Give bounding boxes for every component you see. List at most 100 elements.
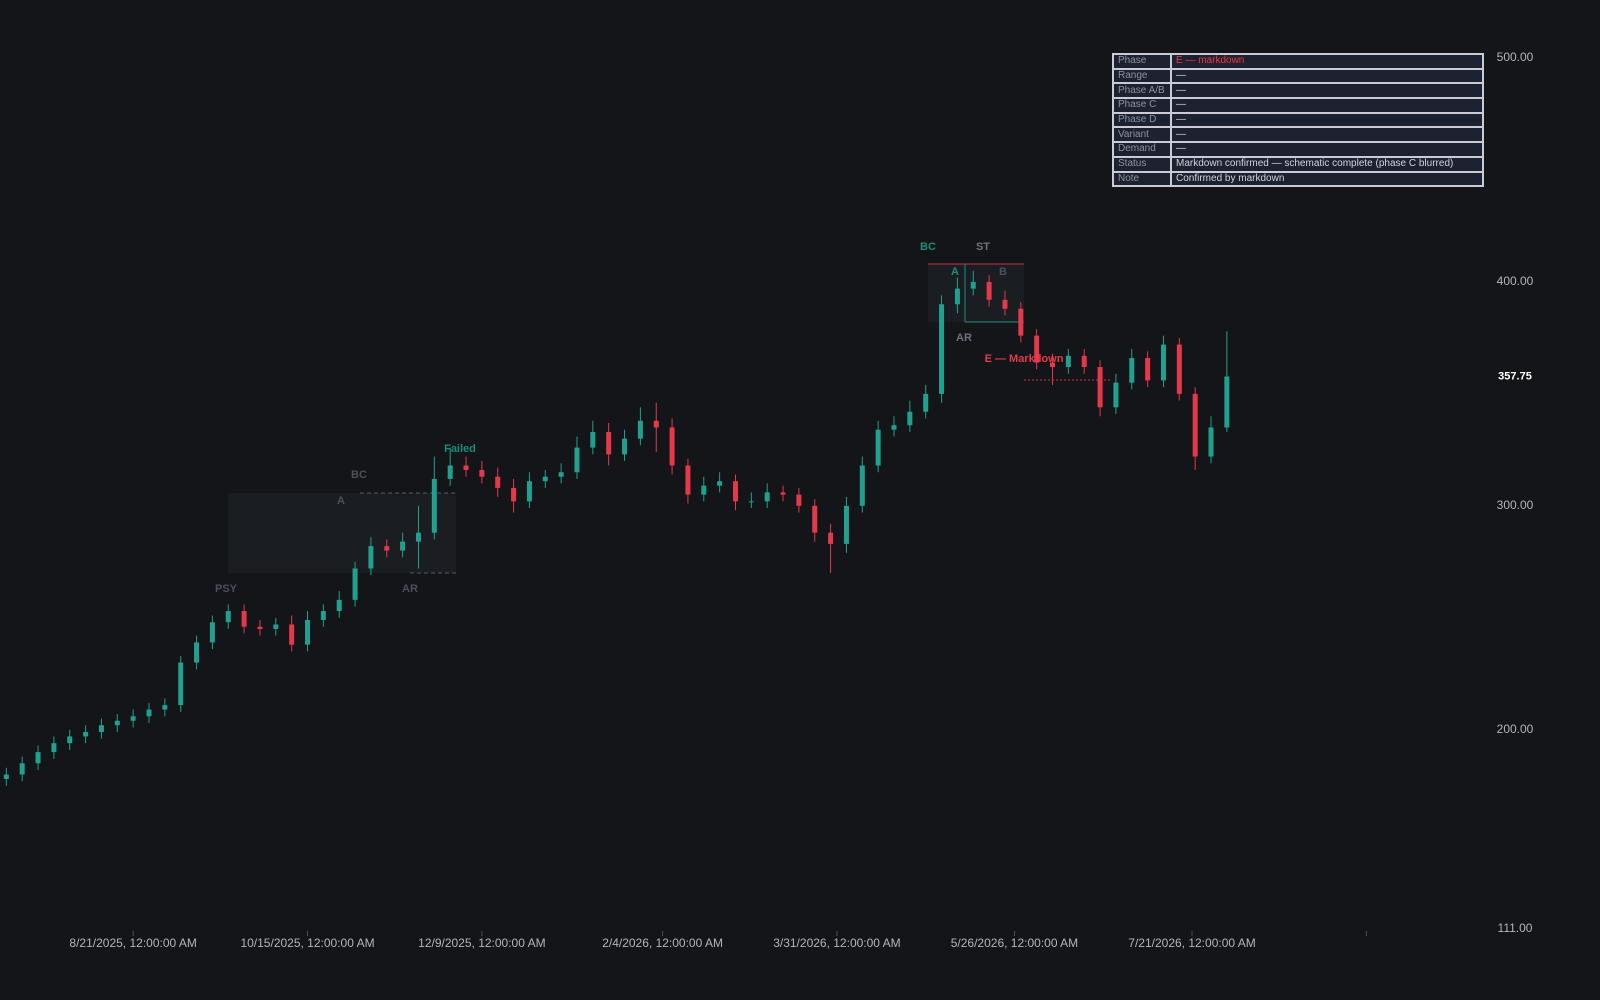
annotation: B bbox=[999, 266, 1007, 278]
panel-value: — bbox=[1170, 97, 1484, 114]
x-tick-label: 7/21/2026, 12:00:00 AM bbox=[1128, 936, 1255, 950]
candle-body bbox=[907, 411, 913, 426]
candle-body bbox=[859, 465, 865, 506]
candle-body bbox=[891, 425, 897, 430]
panel-value: E — markdown bbox=[1170, 53, 1484, 70]
candle-body bbox=[1160, 344, 1166, 381]
panel-key: Variant bbox=[1112, 126, 1172, 144]
panel-key: Range bbox=[1112, 67, 1172, 85]
candle-body bbox=[98, 725, 104, 732]
annotation: PSY bbox=[215, 583, 238, 595]
panel-key: Note bbox=[1112, 170, 1172, 188]
candle-body bbox=[495, 476, 501, 488]
candle-body bbox=[289, 624, 295, 645]
candle-body bbox=[986, 281, 992, 300]
x-tick-label: 2/4/2026, 12:00:00 AM bbox=[602, 936, 723, 950]
candle-body bbox=[1050, 362, 1056, 367]
candle-body bbox=[732, 481, 738, 502]
candle-body bbox=[526, 481, 532, 502]
annotation: BC bbox=[351, 469, 367, 481]
candle-body bbox=[1002, 299, 1008, 309]
panel-key: Status bbox=[1112, 155, 1172, 173]
candle-body bbox=[558, 472, 564, 477]
candle-body bbox=[352, 568, 358, 600]
candle-body bbox=[1176, 344, 1182, 394]
candle-body bbox=[83, 731, 89, 737]
candle-body bbox=[748, 501, 754, 503]
annotation: E — Markdown bbox=[985, 353, 1064, 365]
panel-row: Variant — bbox=[1112, 126, 1484, 144]
candle-body bbox=[146, 709, 152, 717]
candle-body bbox=[1097, 366, 1103, 408]
annotation: A bbox=[951, 266, 959, 278]
candle-body bbox=[970, 281, 976, 289]
panel-value: Confirmed by markdown bbox=[1170, 170, 1484, 188]
candle-body bbox=[114, 720, 120, 726]
y-tick-label: 111.00 bbox=[1498, 921, 1533, 935]
candle-body bbox=[828, 532, 834, 544]
candle-body bbox=[701, 485, 707, 495]
candle-body bbox=[209, 622, 215, 643]
candle-body bbox=[320, 611, 326, 621]
y-tick-label: 500.00 bbox=[1497, 50, 1534, 64]
annotation: AR bbox=[402, 583, 418, 595]
candle-body bbox=[796, 494, 802, 506]
candle-body bbox=[717, 481, 723, 486]
candle-body bbox=[923, 393, 929, 412]
y-tick-label: 400.00 bbox=[1497, 274, 1534, 288]
candle-body bbox=[1081, 355, 1087, 367]
candle-body bbox=[1018, 308, 1024, 336]
candle-body bbox=[606, 431, 612, 455]
panel-key: Phase D bbox=[1112, 111, 1172, 129]
candle-body bbox=[178, 662, 184, 706]
candle-body bbox=[780, 492, 786, 495]
annotation: BC bbox=[920, 241, 936, 253]
x-tick-label: 8/21/2025, 12:00:00 AM bbox=[69, 936, 196, 950]
candle-body bbox=[843, 505, 849, 544]
candle-body bbox=[225, 611, 231, 623]
candle-body bbox=[447, 465, 453, 479]
panel-value: Markdown confirmed — schematic complete … bbox=[1170, 155, 1484, 173]
candle-body bbox=[51, 743, 57, 753]
candle-body bbox=[685, 465, 691, 495]
candle-body bbox=[542, 476, 548, 482]
panel-key: Phase C bbox=[1112, 97, 1172, 114]
candle-body bbox=[622, 438, 628, 455]
panel-row: Status Markdown confirmed — schematic com… bbox=[1112, 155, 1484, 173]
panel-value: — bbox=[1170, 82, 1484, 100]
candle-body bbox=[400, 541, 406, 551]
candles bbox=[3, 270, 1230, 786]
candle-body bbox=[67, 736, 73, 744]
candle-body bbox=[511, 487, 517, 502]
candle-body bbox=[305, 620, 311, 645]
candle-body bbox=[479, 469, 485, 477]
candle-body bbox=[1065, 355, 1071, 367]
panel-key: Phase A/B bbox=[1112, 82, 1172, 100]
last-price-label: 357.75 bbox=[1498, 370, 1532, 382]
panel-value: — bbox=[1170, 111, 1484, 129]
candle-body bbox=[1145, 358, 1151, 381]
panel-row: Phase D — bbox=[1112, 111, 1484, 129]
candle-body bbox=[130, 716, 136, 721]
candle-body bbox=[1208, 427, 1214, 457]
x-tick-label: 3/31/2026, 12:00:00 AM bbox=[773, 936, 900, 950]
panel-key: Demand bbox=[1112, 141, 1172, 158]
candle-body bbox=[590, 431, 596, 448]
candle-body bbox=[162, 705, 168, 710]
candle-body bbox=[415, 532, 421, 542]
panel-row: Demand — bbox=[1112, 141, 1484, 158]
candle-body bbox=[1034, 335, 1040, 363]
candle-body bbox=[875, 429, 881, 466]
candle-body bbox=[637, 420, 643, 439]
y-tick-label: 300.00 bbox=[1497, 498, 1534, 512]
candle-body bbox=[939, 304, 945, 394]
x-tick-label: 10/15/2025, 12:00:00 AM bbox=[240, 936, 374, 950]
panel-row: Range — bbox=[1112, 67, 1484, 85]
panel-value: — bbox=[1170, 126, 1484, 144]
panel-row: Note Confirmed by markdown bbox=[1112, 170, 1484, 188]
candle-body bbox=[764, 492, 770, 502]
candle-body bbox=[35, 752, 41, 764]
panel-row: Phase C — bbox=[1112, 97, 1484, 114]
candle-body bbox=[368, 546, 374, 569]
